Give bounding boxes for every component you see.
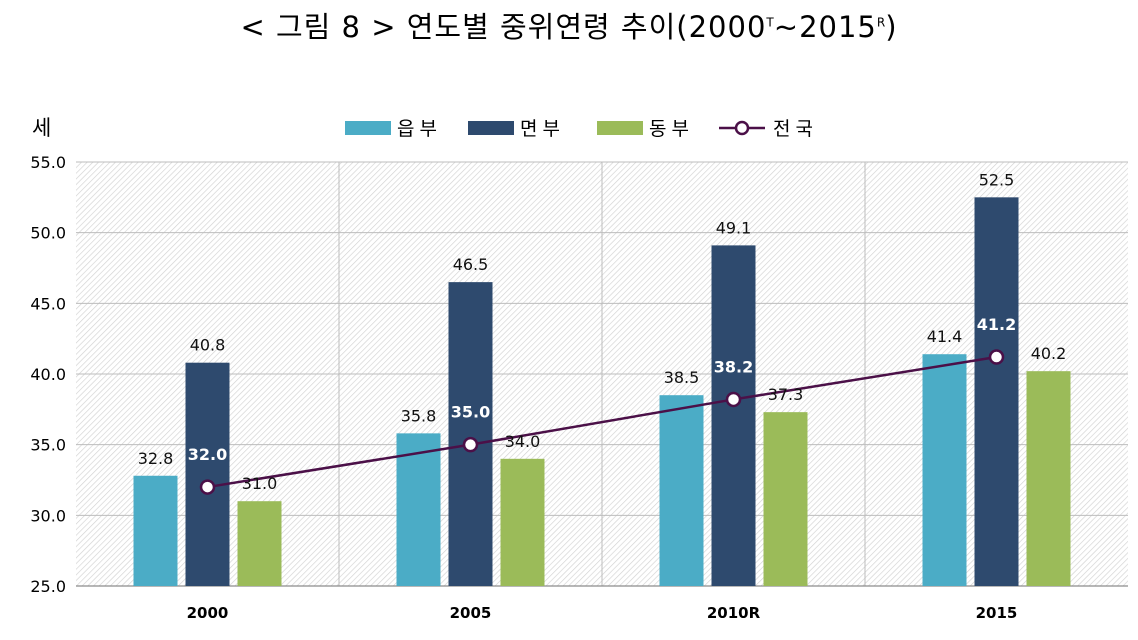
bar-value-label: 40.8 bbox=[190, 336, 226, 355]
bar-series bbox=[133, 197, 1071, 587]
bar-value-label: 31.0 bbox=[242, 474, 278, 493]
y-tick-label: 50.0 bbox=[30, 224, 66, 243]
bar-value-label: 38.5 bbox=[664, 368, 700, 387]
chart-title-end: ) bbox=[885, 10, 898, 44]
bar-value-label: 41.4 bbox=[927, 327, 963, 346]
line-전국 bbox=[207, 355, 997, 489]
line-point bbox=[199, 479, 216, 495]
bar-면부-2000 bbox=[185, 362, 230, 586]
legend-swatch bbox=[597, 121, 643, 135]
legend-label: 전국 bbox=[773, 118, 818, 140]
y-axis-ticks: 55.0 50.0 45.0 40.0 35.0 30.0 25.0 bbox=[30, 153, 66, 596]
bar-읍부-2015 bbox=[922, 354, 967, 586]
y-tick-label: 40.0 bbox=[30, 365, 66, 384]
bar-value-label: 52.5 bbox=[979, 170, 1015, 189]
legend-marker bbox=[734, 120, 750, 136]
bar-value-label: 40.2 bbox=[1031, 344, 1067, 363]
chart-title-main: < 그림 8 > 연도별 중위연령 추이(2000 bbox=[240, 10, 767, 44]
x-category-label: 2010R bbox=[707, 604, 761, 622]
x-category-label: 2015 bbox=[976, 604, 1018, 622]
y-tick-label: 55.0 bbox=[30, 153, 66, 172]
legend-swatch bbox=[345, 121, 391, 135]
x-axis-categories: 2000 2005 2010R 2015 bbox=[187, 604, 1018, 622]
legend-label: 읍부 bbox=[397, 118, 442, 140]
bar-value-label: 32.8 bbox=[138, 449, 174, 468]
bar-동부-2005 bbox=[500, 458, 545, 586]
bar-동부-2010R bbox=[763, 412, 808, 586]
chart-title-sup-r: R bbox=[876, 15, 886, 30]
line-value-label: 41.2 bbox=[977, 315, 1016, 334]
y-axis-unit-label: 세 bbox=[32, 116, 52, 140]
bar-읍부-2010R bbox=[659, 395, 704, 586]
bar-면부-2010R bbox=[711, 245, 756, 587]
x-category-label: 2005 bbox=[450, 604, 492, 622]
chart-title-mid: ~2015 bbox=[773, 10, 877, 44]
bar-value-label: 46.5 bbox=[453, 255, 489, 274]
bar-읍부-2005 bbox=[396, 433, 441, 586]
line-point bbox=[725, 391, 742, 408]
y-tick-label: 45.0 bbox=[30, 294, 66, 313]
legend: 읍부 면부 동부 전국 bbox=[345, 118, 818, 140]
chart-title: < 그림 8 > 연도별 중위연령 추이(2000T~2015R) bbox=[0, 4, 1138, 46]
bar-value-label: 35.8 bbox=[401, 406, 437, 425]
bar-동부-2000 bbox=[237, 501, 282, 586]
bar-면부-2005 bbox=[448, 282, 493, 586]
line-value-label: 35.0 bbox=[451, 403, 490, 422]
line-value-label: 38.2 bbox=[714, 357, 753, 376]
chart-title-sup-t: T bbox=[766, 15, 774, 30]
bar-value-label: 37.3 bbox=[768, 385, 804, 404]
y-tick-label: 25.0 bbox=[30, 577, 66, 596]
line-point bbox=[988, 349, 1005, 365]
x-category-label: 2000 bbox=[187, 604, 229, 622]
y-tick-label: 30.0 bbox=[30, 506, 66, 525]
bar-value-label: 49.1 bbox=[716, 218, 752, 237]
data-labels: 32.8 40.8 31.0 35.8 46.5 34.0 38.5 49.1 37.3 41.4… bbox=[138, 170, 1067, 493]
line-point bbox=[462, 436, 479, 453]
legend-swatch bbox=[468, 121, 514, 135]
legend-label: 동부 bbox=[649, 118, 694, 140]
line-value-label: 32.0 bbox=[188, 445, 227, 464]
bar-면부-2015 bbox=[974, 197, 1019, 587]
bar-동부-2015 bbox=[1026, 371, 1071, 586]
line-series bbox=[199, 349, 1005, 495]
bar-읍부-2000 bbox=[133, 475, 178, 586]
bar-value-label: 34.0 bbox=[505, 432, 541, 451]
legend-label: 면부 bbox=[520, 118, 565, 140]
y-tick-label: 35.0 bbox=[30, 436, 66, 455]
